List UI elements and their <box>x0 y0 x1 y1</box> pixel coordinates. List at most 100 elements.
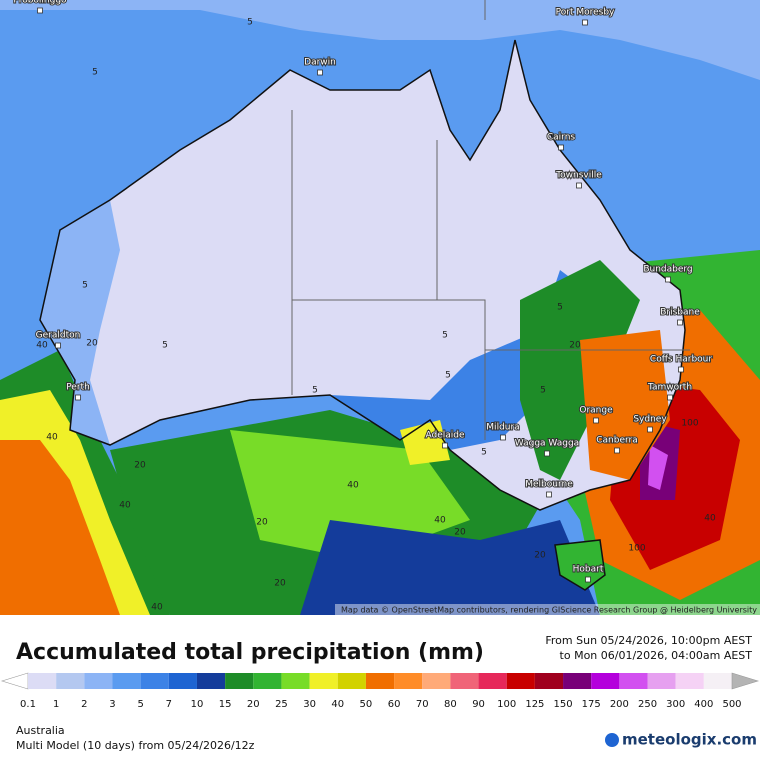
rain-zone <box>40 200 120 445</box>
contour-label: 40 <box>704 514 716 524</box>
contour-label: 40 <box>119 501 131 511</box>
logo-icon <box>605 733 619 747</box>
legend-swatch <box>703 673 732 689</box>
rain-zone <box>0 0 760 80</box>
legend-label: 3 <box>109 699 115 710</box>
legend-label: 10 <box>191 699 204 710</box>
brand: meteologix.com <box>622 731 757 749</box>
legend-label: 500 <box>722 699 741 710</box>
contour-label: 100 <box>681 419 698 429</box>
contour-label: 20 <box>454 528 466 538</box>
legend-swatch <box>253 673 282 689</box>
legend-label: 400 <box>694 699 713 710</box>
legend-label: 150 <box>553 699 572 710</box>
legend-swatch <box>168 673 197 689</box>
city-label: Sydney <box>633 415 667 425</box>
tasmania <box>554 539 606 591</box>
legend-swatch <box>563 673 592 689</box>
map: Map data © OpenStreetMap contributors, r… <box>0 0 760 615</box>
state-border <box>291 0 690 440</box>
legend-swatch <box>196 673 226 689</box>
legend-label: 15 <box>219 699 232 710</box>
legend-label: 2 <box>81 699 87 710</box>
legend-arrow <box>731 672 760 690</box>
rain-zone <box>648 445 668 490</box>
city-marker <box>667 394 673 401</box>
legend-swatch <box>84 673 113 689</box>
city-marker <box>677 319 683 326</box>
contour-label: 5 <box>557 303 563 313</box>
contour-label: 40 <box>347 481 359 491</box>
city-label: Melbourne <box>525 480 573 490</box>
city-label: Tamworth <box>647 383 692 393</box>
legend-label: 300 <box>666 699 685 710</box>
legend-swatch <box>506 673 535 689</box>
city-label: Darwin <box>304 58 336 68</box>
city-marker <box>647 426 653 433</box>
legend-swatch <box>619 673 648 689</box>
contour-label: 20 <box>534 551 546 561</box>
legend-label: 50 <box>360 699 373 710</box>
legend-label: 60 <box>388 699 401 710</box>
legend-swatch <box>337 673 366 689</box>
legend-label: 175 <box>582 699 601 710</box>
legend-label: 125 <box>525 699 544 710</box>
city-label: Canberra <box>596 436 638 446</box>
city-label: Perth <box>66 383 90 393</box>
city-marker <box>585 576 591 583</box>
attribution-bg <box>335 604 760 615</box>
region: Australia <box>16 724 65 737</box>
legend-label: 7 <box>166 699 172 710</box>
legend-swatch <box>647 673 676 689</box>
city-marker <box>576 182 582 189</box>
contour-label: 20 <box>274 579 286 589</box>
coastline <box>39 39 686 511</box>
legend-arrow <box>0 672 29 690</box>
logo: meteologix.com <box>605 731 757 749</box>
city-marker <box>544 450 550 457</box>
contour-label: 20 <box>134 461 146 471</box>
city-label: Mildura <box>486 423 519 433</box>
contour-label: 5 <box>82 281 88 291</box>
contour-label: 5 <box>481 448 487 458</box>
city-marker <box>558 144 564 151</box>
city-label: Cairns <box>547 133 576 143</box>
legend-label: 80 <box>444 699 457 710</box>
contour-label: 5 <box>162 341 168 351</box>
city-marker <box>614 447 620 454</box>
contour-label: 40 <box>151 603 163 613</box>
legend-swatch <box>675 673 704 689</box>
contour-label: 40 <box>46 433 58 443</box>
legend-label: 90 <box>472 699 485 710</box>
rain-zone <box>0 440 120 615</box>
city-marker <box>75 394 81 401</box>
contour-label: 5 <box>540 386 546 396</box>
contour-label: 20 <box>256 518 268 528</box>
city-label: Wagga Wagga <box>515 439 579 449</box>
legend-swatch <box>56 673 85 689</box>
city-marker <box>593 417 599 424</box>
contour-label: 5 <box>312 386 318 396</box>
rain-zone <box>300 520 600 615</box>
city-marker <box>500 434 506 441</box>
contour-label: 20 <box>569 341 581 351</box>
contour-label: 40 <box>434 516 446 526</box>
legend-label: 20 <box>247 699 260 710</box>
legend-swatch <box>140 673 169 689</box>
legend-label: 100 <box>497 699 516 710</box>
legend-label: 70 <box>416 699 429 710</box>
legend-label: 0.1 <box>20 699 36 710</box>
city-label: Adelaide <box>425 431 464 441</box>
contour-label: 100 <box>628 544 645 554</box>
contour-label: 5 <box>442 331 448 341</box>
city-label: Port Moresby <box>556 8 615 18</box>
city-marker <box>317 69 323 76</box>
legend-swatch <box>28 673 57 689</box>
legend-label: 30 <box>303 699 316 710</box>
city-marker <box>678 366 684 373</box>
city-marker <box>665 276 671 283</box>
legend-swatch <box>534 673 564 689</box>
city-label: Coffs Harbour <box>650 355 712 365</box>
city-marker <box>582 19 588 26</box>
